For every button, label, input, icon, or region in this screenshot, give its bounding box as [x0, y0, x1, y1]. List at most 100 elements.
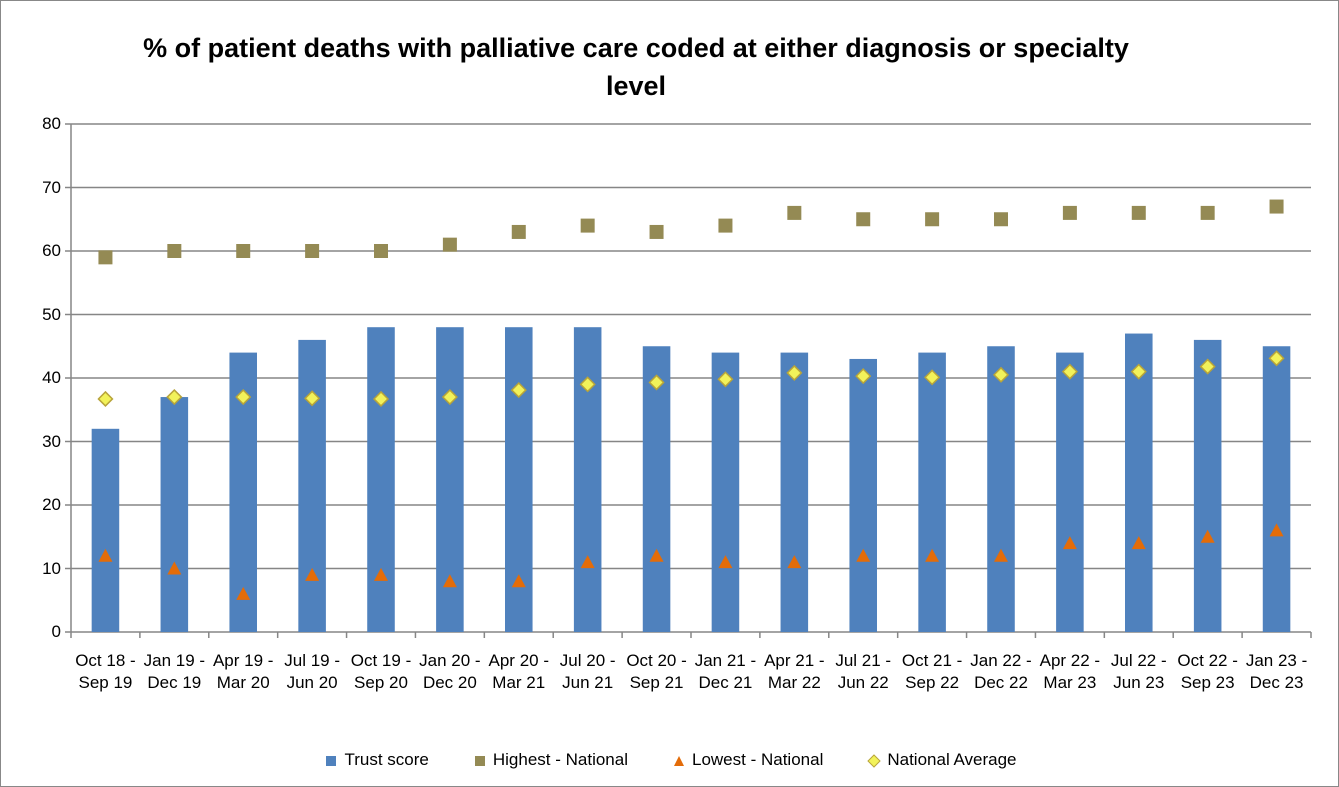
marker-square: [1062, 205, 1077, 220]
marker-triangle: [167, 561, 182, 575]
marker-diamond: [1130, 363, 1147, 380]
marker-square: [994, 212, 1008, 227]
marker-square: [98, 250, 113, 265]
marker-square: [1200, 205, 1215, 220]
legend-item: Trust score: [324, 750, 429, 770]
marker-diamond: [166, 388, 183, 406]
marker-diamond: [1199, 358, 1216, 375]
legend-marker: [674, 755, 684, 766]
marker-square: [649, 224, 664, 239]
x-tick-label: Jul 19 - Jun 20: [284, 651, 340, 692]
x-tick-label: Oct 22 - Sep 23: [1177, 651, 1238, 692]
legend-swatch: [674, 755, 684, 766]
marker-diamond: [924, 369, 941, 386]
marker-diamond: [717, 371, 734, 388]
x-tick-label: Oct 21 - Sep 22: [901, 651, 963, 692]
x-tick-label: Jul 20 - Jun 21: [559, 651, 616, 692]
y-tick-label: 0: [51, 622, 61, 641]
x-tick-label: Jul 21 - Jun 22: [835, 651, 892, 692]
y-tick-label: 80: [42, 114, 61, 133]
marker-triangle: [1062, 536, 1077, 550]
y-tick-label: 30: [42, 431, 61, 451]
marker-diamond: [304, 390, 321, 407]
y-tick-label: 20: [42, 495, 61, 514]
marker-diamond: [510, 382, 527, 399]
x-tick-label: Apr 19 - Mar 20: [212, 651, 274, 692]
marker-triangle: [442, 574, 457, 588]
bar: [1262, 346, 1291, 632]
bar: [642, 346, 671, 632]
marker-triangle: [374, 567, 388, 581]
marker-square: [305, 244, 320, 258]
marker-square: [718, 218, 733, 233]
marker-diamond: [1268, 350, 1285, 367]
y-tick-label: 60: [42, 241, 61, 260]
x-tick-label: Oct 18 - Sep 19: [75, 651, 136, 692]
legend-marker: [326, 755, 337, 766]
legend-label: Trust score: [344, 750, 429, 769]
marker-square: [236, 244, 251, 258]
marker-triangle: [718, 555, 733, 569]
marker-square: [374, 244, 388, 258]
marker-square: [787, 205, 802, 220]
x-tick-label: Jan 21 - Dec 21: [694, 651, 757, 692]
x-tick-label: Apr 20 - Mar 21: [488, 651, 549, 692]
legend-swatch: [474, 755, 485, 766]
y-tick-label: 70: [42, 177, 61, 197]
marker-square: [511, 224, 526, 239]
legend-marker: [867, 753, 882, 768]
legend-item: Lowest - National: [672, 750, 823, 770]
x-tick-label: Jan 19 - Dec 19: [143, 651, 206, 692]
marker-diamond: [648, 374, 665, 391]
marker-triangle: [305, 567, 320, 581]
bar: [849, 358, 877, 632]
marker-triangle: [511, 574, 526, 588]
bar: [367, 327, 395, 632]
marker-square: [1131, 205, 1146, 220]
marker-diamond: [372, 390, 390, 408]
marker-triangle: [856, 548, 871, 562]
marker-diamond: [579, 376, 596, 393]
marker-diamond: [441, 388, 458, 406]
legend-swatch: [326, 755, 337, 766]
marker-triangle: [925, 548, 940, 562]
marker-diamond: [786, 364, 803, 381]
marker-triangle: [649, 548, 664, 562]
marker-square: [856, 212, 871, 227]
marker-triangle: [1200, 529, 1215, 543]
bar: [1125, 333, 1153, 632]
marker-diamond: [97, 390, 114, 408]
legend-label: Highest - National: [492, 750, 628, 769]
bar: [160, 397, 189, 632]
legend-label: Lowest - National: [692, 750, 824, 769]
marker-diamond: [235, 388, 252, 406]
x-tick-label: Apr 22 - Mar 23: [1039, 651, 1101, 692]
bar: [918, 352, 946, 632]
x-tick-label: Apr 21 - Mar 22: [764, 651, 825, 692]
bar: [1193, 339, 1222, 632]
x-tick-label: Jan 22 - Dec 22: [970, 651, 1032, 692]
y-tick-label: 40: [42, 368, 61, 387]
legend: Trust score Highest - National Lowest - Na…: [1, 750, 1338, 770]
legend-swatch: [867, 753, 882, 768]
x-tick-label: Jul 22 - Jun 23: [1110, 651, 1167, 692]
chart-title: % of patient deaths with palliative care…: [143, 33, 1129, 101]
legend-item: Highest - National: [473, 750, 628, 770]
marker-square: [925, 212, 940, 227]
marker-square: [580, 218, 595, 233]
marker-triangle: [1269, 523, 1284, 537]
marker-square: [442, 237, 457, 252]
marker-diamond: [992, 366, 1010, 383]
legend-item: National Average: [867, 750, 1017, 770]
x-tick-label: Oct 19 - Sep 20: [350, 651, 412, 692]
marker-square: [1269, 199, 1284, 214]
x-tick-label: Oct 20 - Sep 21: [626, 651, 687, 692]
y-tick-label: 50: [42, 304, 61, 324]
bar: [298, 339, 326, 632]
marker-diamond: [1061, 363, 1078, 380]
marker-triangle: [994, 548, 1008, 562]
marker-diamond: [855, 368, 872, 385]
x-tick-label: Jan 20 - Dec 20: [419, 651, 481, 692]
